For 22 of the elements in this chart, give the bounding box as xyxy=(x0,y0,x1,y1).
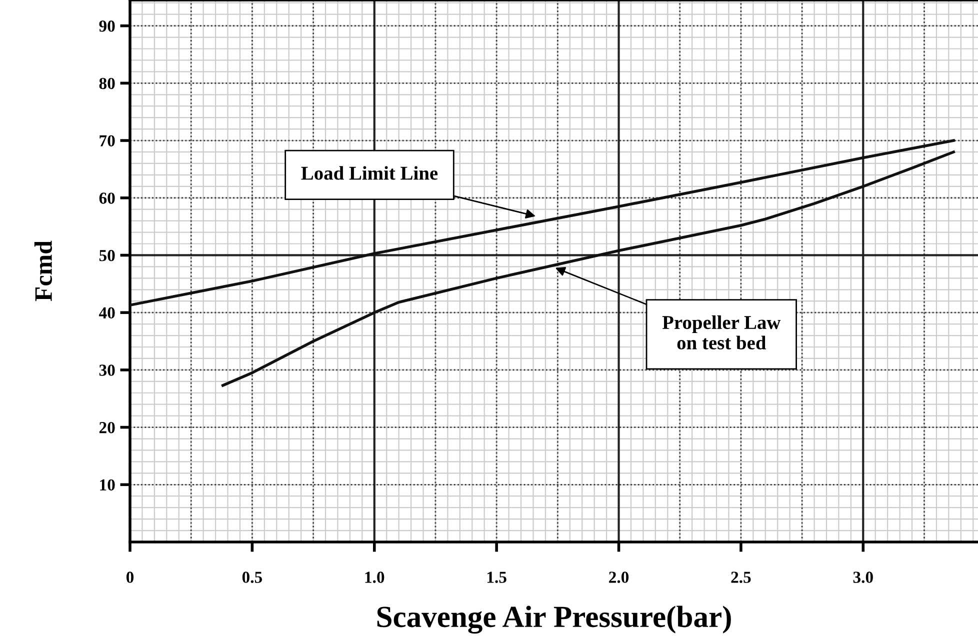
x-tick-label: 1.5 xyxy=(487,572,506,583)
x-tick-label: 2.0 xyxy=(609,572,629,583)
x-tick-label: 0.5 xyxy=(242,572,262,583)
y-tick-label: 20 xyxy=(99,422,115,434)
y-tick-label: 10 xyxy=(100,479,115,491)
annotation: Load Limit Line xyxy=(301,166,438,180)
y-tick-label: 30 xyxy=(99,364,115,376)
y-tick-label: 70 xyxy=(100,135,115,146)
x-tick-label: 3.0 xyxy=(853,572,873,583)
x-tick-label: 1.0 xyxy=(365,572,384,583)
y-tick-label: 80 xyxy=(99,78,115,90)
y-tick-label: 50 xyxy=(99,250,115,262)
x-tick-label: 2.5 xyxy=(731,572,751,583)
x-tick-label: 0 xyxy=(126,572,134,583)
y-axis-title: Fcmd xyxy=(34,240,52,302)
annotation: Propeller Law on test bed xyxy=(662,315,781,350)
y-tick-label: 60 xyxy=(99,192,115,204)
y-tick-label: 90 xyxy=(99,20,115,32)
x-axis-title: Scavenge Air Pressure(bar) xyxy=(377,606,731,634)
line-series xyxy=(221,150,955,387)
line-series xyxy=(130,139,955,307)
y-tick-label: 40 xyxy=(98,307,115,319)
